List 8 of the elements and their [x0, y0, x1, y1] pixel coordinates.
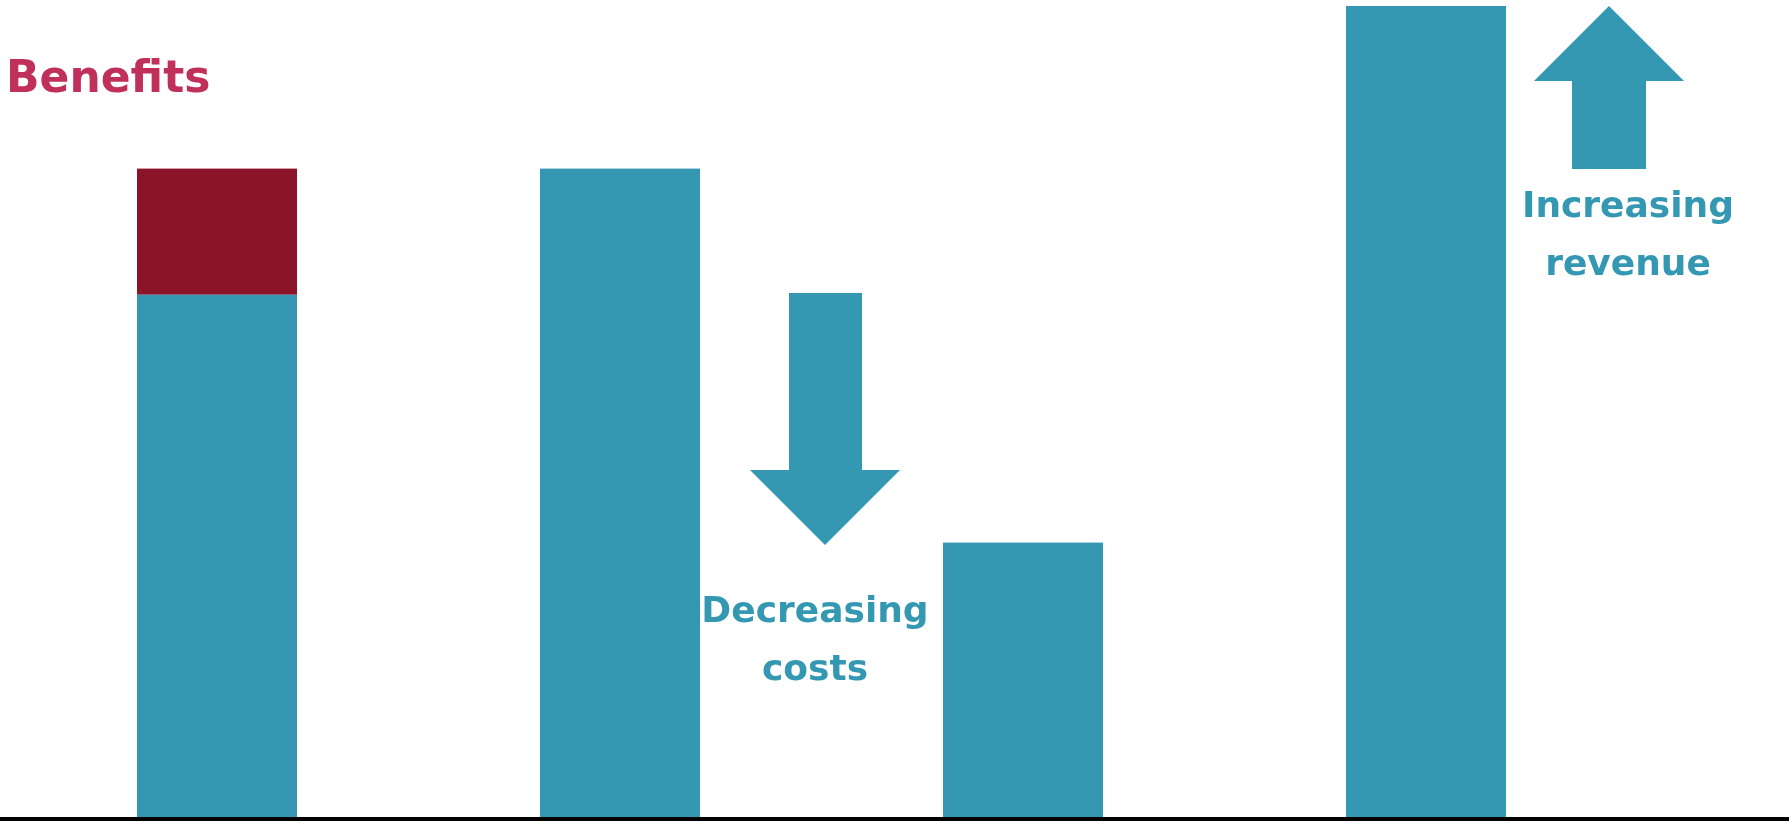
bar: [540, 168, 700, 819]
bar: [1346, 6, 1506, 819]
annotation: Increasing revenue: [1522, 184, 1734, 283]
text: Benefits: [6, 51, 211, 102]
annotation: Decreasing costs: [701, 589, 929, 688]
bar: [137, 168, 297, 295]
bar: [943, 542, 1103, 819]
bar: [137, 294, 297, 819]
